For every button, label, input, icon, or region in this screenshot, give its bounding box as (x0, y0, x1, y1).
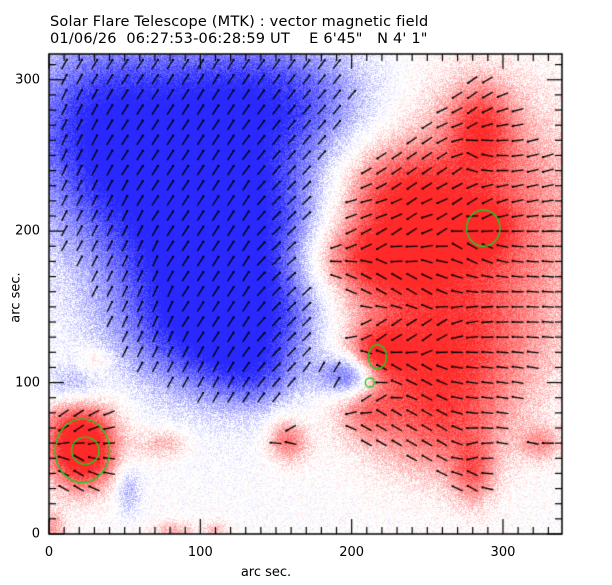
y-tick-label: 0 (31, 526, 40, 542)
observation-position: E 6'45" N 4' 1" (309, 31, 428, 47)
y-axis-label: arc sec. (8, 272, 24, 323)
x-axis-label: arc sec. (0, 565, 612, 580)
y-tick-label: 100 (15, 375, 40, 391)
x-tick-label: 200 (339, 545, 365, 560)
chart-subtitle: 01/06/26 06:27:53-06:28:59 UT E 6'45" N … (50, 31, 428, 47)
x-tick-label: 300 (490, 545, 516, 560)
x-tick-label: 0 (44, 545, 54, 560)
chart-title: Solar Flare Telescope (MTK) : vector mag… (50, 14, 429, 30)
x-axis-label-text: arc sec. (240, 565, 292, 580)
y-tick-label: 200 (15, 223, 40, 239)
observation-date: 01/06/26 (50, 31, 117, 47)
observation-time-range: 06:27:53-06:28:59 UT (126, 31, 290, 47)
x-tick-label: 100 (187, 545, 213, 560)
y-tick-label: 300 (15, 72, 40, 88)
